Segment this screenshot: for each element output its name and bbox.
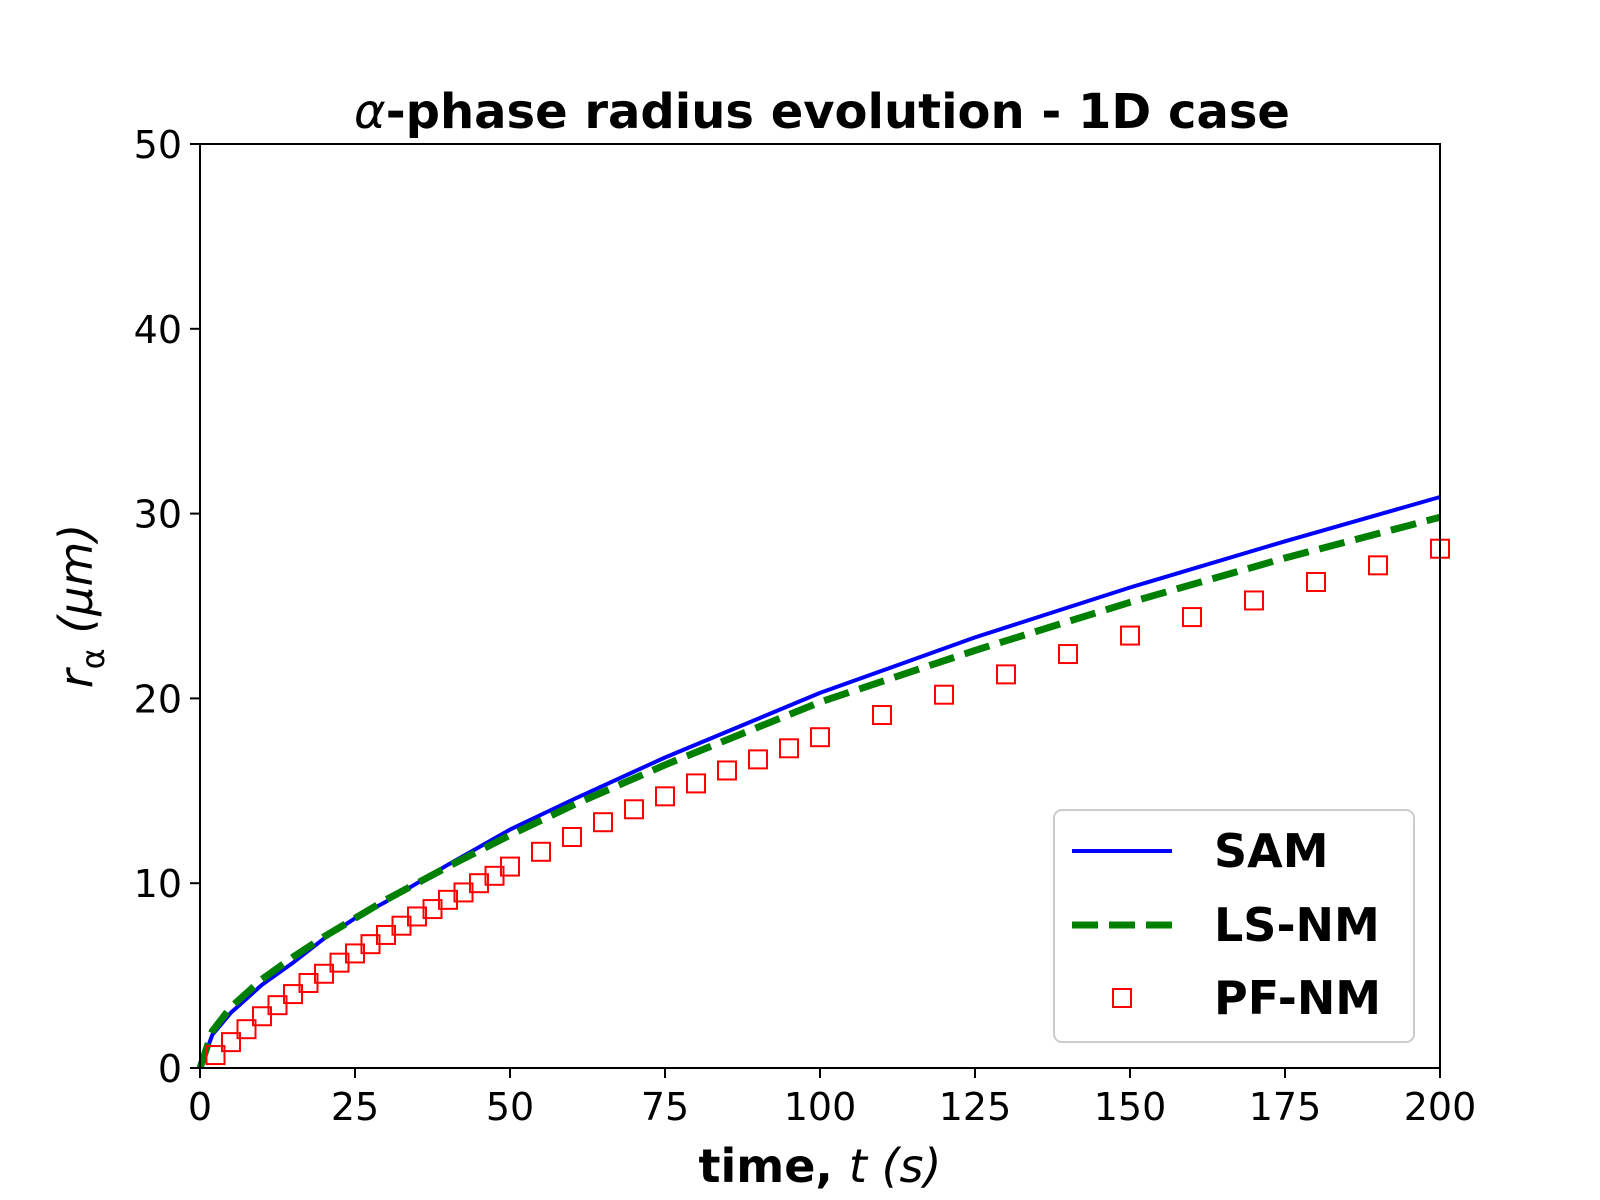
- marker-pf-nm: [1182, 607, 1202, 628]
- x-tick-label: 100: [784, 1085, 857, 1129]
- y-tick-label: 50: [134, 123, 182, 167]
- marker-pf-nm: [236, 1019, 257, 1040]
- marker-pf-nm: [205, 1045, 226, 1066]
- marker-pf-nm: [438, 889, 458, 910]
- y-tick-label: 40: [134, 308, 182, 352]
- y-axis: 0 10 20 30 40 50: [134, 123, 200, 1091]
- x-tick-label: 75: [641, 1085, 689, 1129]
- legend-box: [1053, 809, 1415, 1043]
- x-tick-label: 125: [939, 1085, 1012, 1129]
- x-tick-label: 200: [1404, 1085, 1477, 1129]
- legend-label-sam: SAM: [1214, 824, 1329, 878]
- x-tick-label: 25: [331, 1085, 379, 1129]
- marker-pf-nm: [252, 1006, 272, 1027]
- marker-pf-nm: [1368, 555, 1388, 576]
- x-axis: 0 25 50 75 100 125 150 175 200: [188, 1068, 1476, 1129]
- chart-title: α-phase radius evolution - 1D case: [354, 84, 1290, 140]
- y-axis-label: rα (μm): [49, 524, 112, 689]
- marker-pf-nm: [779, 738, 799, 759]
- marker-pf-nm: [686, 773, 706, 794]
- marker-pf-nm: [1244, 590, 1264, 611]
- y-tick-label: 30: [134, 493, 182, 537]
- marker-pf-nm: [872, 705, 892, 726]
- plot-area: [196, 495, 1450, 1070]
- marker-pf-nm: [562, 827, 582, 847]
- marker-pf-nm: [500, 856, 520, 877]
- marker-pf-nm: [810, 727, 830, 748]
- marker-pf-nm: [221, 1032, 241, 1053]
- marker-pf-nm: [717, 760, 737, 781]
- series-line-sam: [198, 495, 1441, 1069]
- marker-pf-nm: [1306, 571, 1326, 592]
- x-tick-label: 50: [486, 1085, 534, 1129]
- marker-pf-nm: [934, 684, 954, 705]
- marker-pf-nm: [1058, 644, 1078, 665]
- marker-pf-nm: [267, 995, 288, 1016]
- legend-label-pf-nm: PF-NM: [1214, 971, 1381, 1025]
- y-tick-label: 20: [134, 677, 182, 721]
- y-tick-label: 10: [134, 862, 182, 906]
- legend: SAM LS-NM PF-NM: [1053, 809, 1415, 1043]
- marker-pf-nm: [531, 841, 551, 862]
- marker-pf-nm: [624, 799, 644, 820]
- marker-pf-nm: [748, 749, 768, 770]
- marker-pf-nm: [407, 906, 427, 927]
- marker-pf-nm: [469, 873, 489, 894]
- x-axis-label: time, t (s): [699, 1139, 942, 1193]
- y-tick-label: 0: [158, 1047, 182, 1091]
- marker-pf-nm: [1120, 625, 1140, 646]
- marker-pf-nm: [283, 984, 303, 1005]
- x-tick-label: 150: [1094, 1085, 1167, 1129]
- marker-pf-nm: [314, 963, 334, 984]
- legend-swatch-pf-nm: [1112, 988, 1132, 1008]
- x-tick-label: 0: [188, 1085, 212, 1129]
- x-tick-label: 175: [1249, 1085, 1322, 1129]
- marker-pf-nm: [655, 786, 675, 807]
- legend-label-ls-nm: LS-NM: [1214, 898, 1380, 952]
- series-line-ls-nm: [196, 513, 1441, 1070]
- marker-pf-nm: [996, 664, 1016, 685]
- marker-pf-nm: [593, 812, 613, 833]
